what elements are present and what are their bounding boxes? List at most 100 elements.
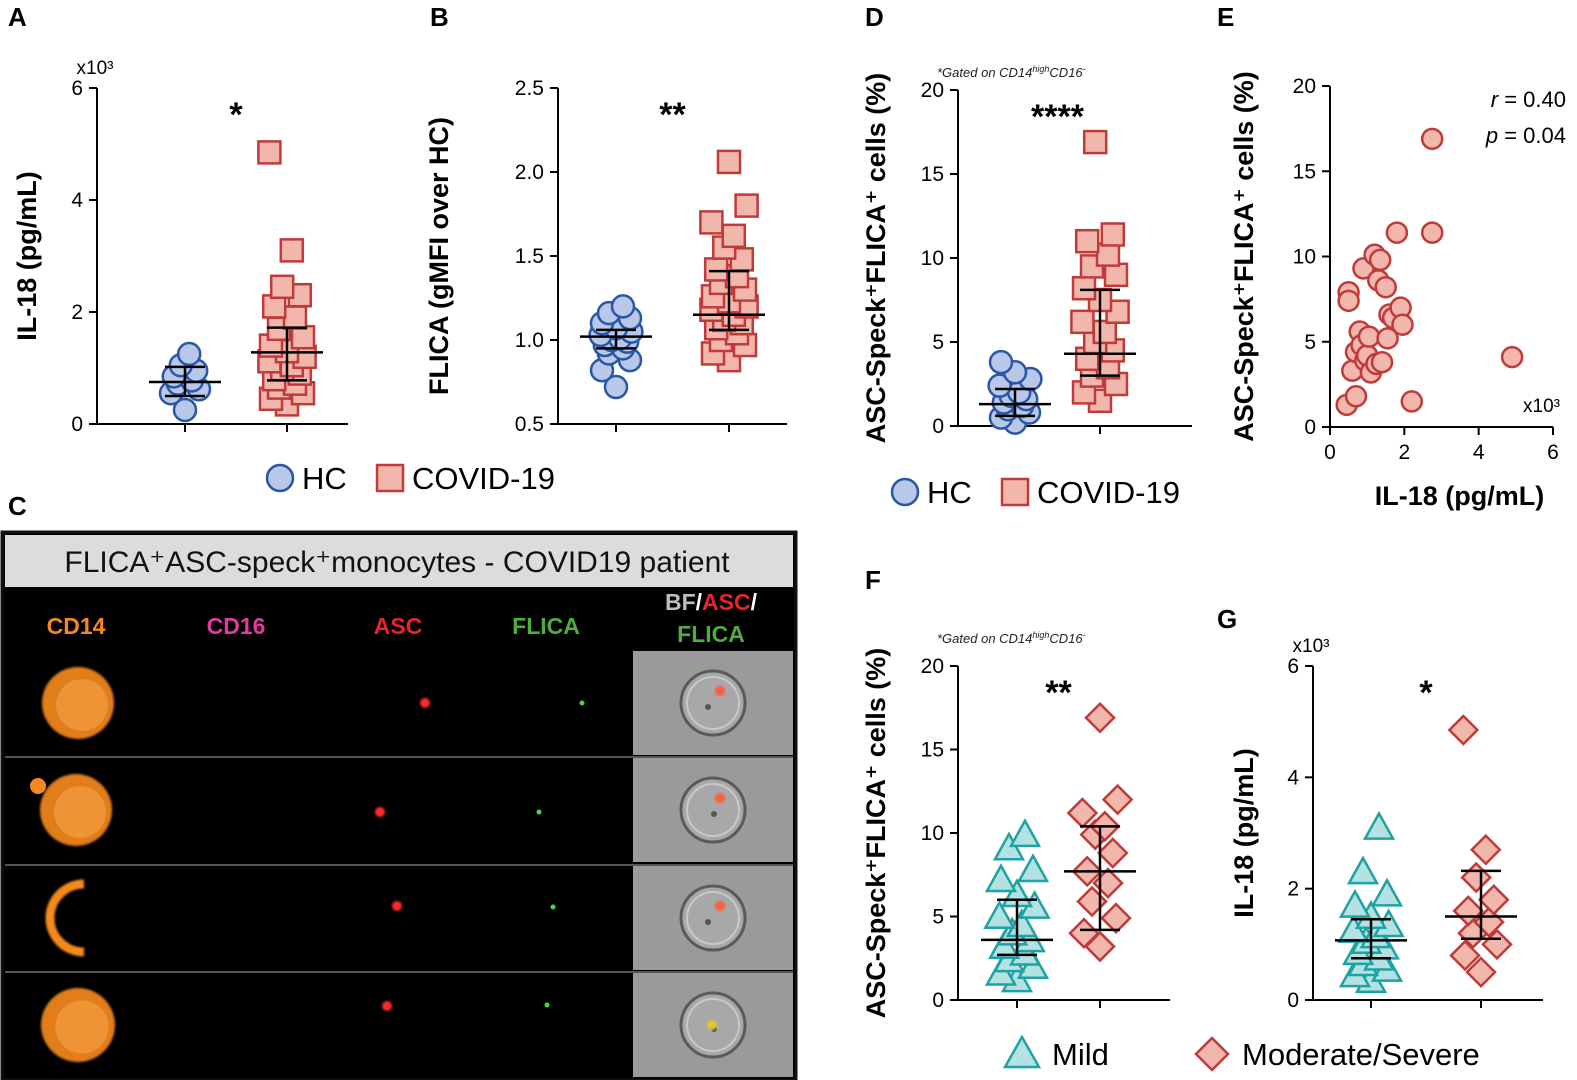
data-point [1338, 888, 1372, 918]
data-point [703, 257, 729, 282]
legend-label: HC [927, 475, 972, 510]
flica-dot [550, 904, 556, 910]
image-row [5, 971, 793, 1077]
panel-letter-D: D [865, 2, 884, 32]
legend-D: HC COVID-19 [890, 475, 1180, 510]
series-B-COVID-19 [699, 149, 759, 373]
merge-label-flica: FLICA [677, 621, 745, 647]
brightfield-cell [679, 776, 747, 844]
legend-label: HC [302, 461, 347, 496]
data-point [610, 294, 636, 319]
data-point [1103, 262, 1129, 288]
image-row [5, 651, 793, 755]
y-tick-label-F: 15 [921, 739, 944, 762]
data-point [1101, 783, 1134, 816]
data-point [282, 305, 308, 330]
legend-item: Mild [1002, 1034, 1109, 1072]
data-point [1465, 956, 1497, 988]
data-point [1400, 390, 1424, 413]
brightfield-nucleus-dot [711, 811, 717, 817]
legend-marker [1194, 1036, 1230, 1072]
y-axis-label-F: ASC-Speck⁺FLICA⁺ cells (%) [861, 648, 891, 1019]
data-point [1068, 917, 1100, 949]
brightfield-cell [679, 669, 747, 737]
y-tick-label-D: 10 [921, 247, 944, 270]
merge-label-part: / [696, 589, 703, 615]
errorbar-F-Moderate/Severe [1064, 825, 1136, 932]
merge-speck [715, 686, 725, 696]
merge-speck [715, 793, 725, 803]
y-axis-label-B: FLICA (gMFI over HC) [424, 117, 454, 395]
data-point [1344, 385, 1368, 408]
stat-r-symbol: r [1491, 87, 1500, 112]
data-point [1470, 833, 1502, 866]
x-tick-label-E: 6 [1547, 441, 1559, 464]
y-tick-label-A: 4 [71, 189, 83, 212]
chart-D: D 0 5 10 15 20 ASC-Speck⁺FLICA⁺ cells (%) **** *… [861, 2, 1192, 443]
cd14-cell-texture [54, 786, 106, 838]
data-point [1357, 325, 1381, 348]
errorbar-D-COVID-19 [1064, 288, 1136, 377]
y-tick-label-E: 10 [1293, 246, 1316, 269]
imaging-title-bar [5, 535, 793, 587]
gating-note-sup1: high [1032, 630, 1049, 640]
y-tick-label-D: 15 [921, 163, 944, 186]
data-point [1100, 222, 1126, 247]
merge-label-part: BF [665, 589, 696, 615]
gating-note-prefix: *Gated on CD14 [937, 631, 1032, 646]
gating-note-mid: CD16 [1049, 631, 1083, 646]
panel-letter-E: E [1217, 2, 1234, 32]
merge-label: BF/ASC/ [665, 589, 758, 615]
chart-A: A 0 2 4 6 IL-18 (pg/mL) x10³ * [8, 2, 348, 436]
data-point [1074, 228, 1100, 254]
channel-label-cd16: CD16 [207, 613, 266, 639]
legend-marker [890, 477, 920, 507]
data-point [1500, 345, 1524, 369]
y-tick-label-A: 6 [71, 77, 83, 100]
asc-speck [375, 807, 385, 817]
y-tick-label-A: 0 [71, 413, 83, 436]
imaging-title: FLICA⁺ASC-speck⁺monocytes - COVID19 pati… [64, 546, 730, 579]
flica-dot [536, 809, 542, 815]
data-point-highlight [1420, 127, 1444, 151]
data-point [172, 397, 198, 423]
series-D-COVID-19 [1070, 129, 1130, 414]
y-tick-label-B: 2.0 [515, 161, 544, 184]
y-tick-label-G: 4 [1287, 766, 1299, 789]
legend-label: COVID-19 [412, 461, 555, 496]
gating-note-sup1: high [1032, 64, 1049, 74]
flica-dot [579, 700, 585, 706]
x-axis-label-E: IL-18 (pg/mL) [1375, 481, 1545, 511]
y-tick-label-D: 0 [932, 415, 944, 438]
merge-label-part: / [751, 589, 758, 615]
merge-speck [707, 1020, 717, 1030]
y-tick-label-E: 20 [1293, 75, 1316, 98]
brightfield-nucleus-dot [705, 919, 711, 925]
y-tick-label-B: 1.0 [515, 329, 544, 352]
data-point [699, 210, 724, 235]
cd14-cell-texture [55, 1000, 109, 1054]
gating-note-prefix: *Gated on CD14 [937, 65, 1032, 80]
data-point [1095, 242, 1121, 267]
legend-marker [265, 463, 295, 493]
data-point [1452, 895, 1484, 927]
gating-note-sup2: - [1083, 64, 1086, 74]
stat-p: p = 0.04 [1485, 123, 1566, 148]
data-point [176, 341, 202, 367]
data-point [1478, 884, 1510, 916]
data-point [257, 140, 282, 165]
data-point [1008, 818, 1042, 848]
legend-marker [1000, 477, 1030, 507]
cd14-cell-image [45, 879, 85, 957]
data-point [1084, 702, 1116, 734]
imaging-panel: C FLICA⁺ASC-speck⁺monocytes - COVID19 pat… [0, 491, 798, 1080]
brightfield-cell-inner [686, 891, 740, 945]
chart-E: E 0 5 10 15 20 0 2 4 6 ASC-Speck⁺FLICA⁺ cells (%) I… [1217, 2, 1566, 511]
series-G-Mild [1337, 810, 1405, 993]
data-point [603, 374, 629, 400]
panel-letter-G: G [1217, 604, 1237, 634]
data-point [269, 274, 295, 300]
stat-r: r = 0.40 [1491, 87, 1566, 112]
